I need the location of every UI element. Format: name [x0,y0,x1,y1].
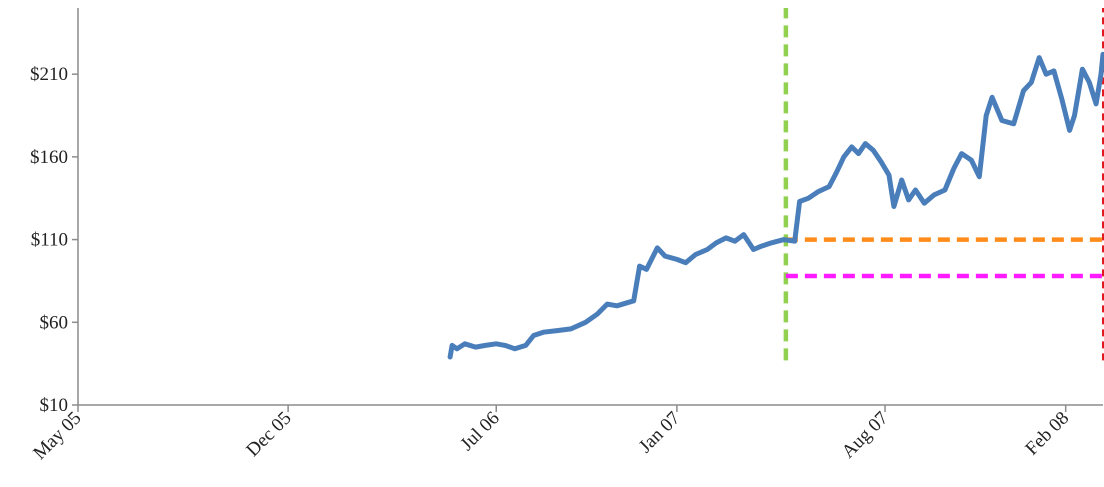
axes [77,8,1103,406]
y-axis-ticks: $10 $60 $110 $160 $210 [30,64,78,416]
x-tick-label: Jan 07 [635,408,685,458]
y-tick-label: $110 [31,230,68,251]
x-tick-label: Jul 06 [456,408,503,455]
y-tick-label: $10 [40,395,69,416]
x-tick-label: Aug 07 [838,408,893,463]
price-series-line [447,51,1104,360]
y-tick-label: $160 [30,147,68,168]
x-tick-label: May 05 [29,408,85,464]
y-tick-label: $210 [30,64,68,85]
x-axis-ticks: May 05 Dec 05 Jul 06 Jan 07 Aug 07 Feb 08 [29,405,1073,464]
reference-lines [783,8,1104,361]
x-tick-label: Dec 05 [242,408,295,461]
y-tick-label: $60 [40,312,69,333]
series-layer [447,51,1104,360]
x-tick-label: Feb 08 [1021,408,1073,460]
